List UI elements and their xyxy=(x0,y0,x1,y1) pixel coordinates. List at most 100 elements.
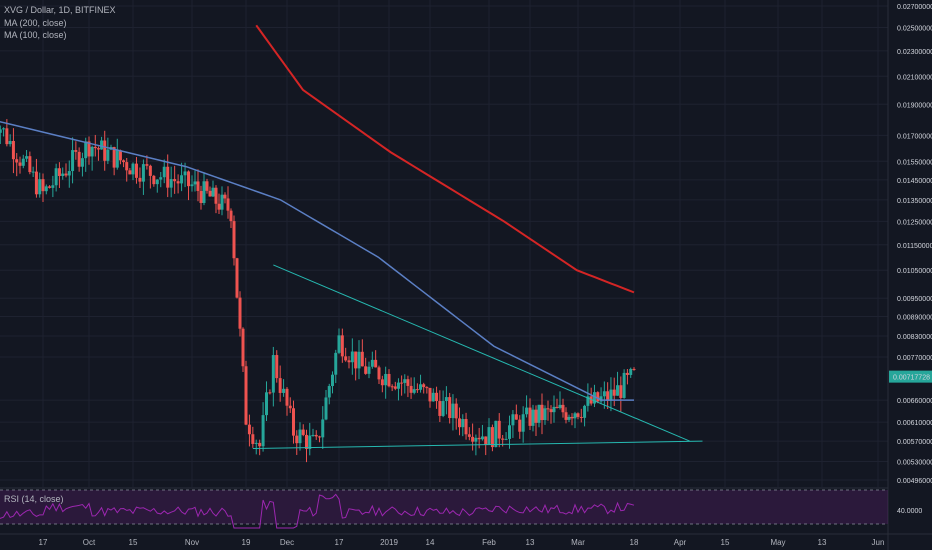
symbol-title[interactable]: XVG / Dollar, 1D, BITFINEX xyxy=(4,5,116,15)
candle xyxy=(80,152,84,177)
candle-body xyxy=(377,367,381,380)
candle xyxy=(258,439,262,456)
price-tick-label: 0.01350000 xyxy=(897,198,932,205)
time-tick-label: 15 xyxy=(721,538,730,547)
candle-body xyxy=(540,404,544,421)
ma100-legend[interactable]: MA (100, close) xyxy=(4,30,67,40)
current-price-badge xyxy=(889,370,932,383)
candle-body xyxy=(51,185,55,188)
candle xyxy=(441,390,445,418)
rsi-legend[interactable]: RSI (14, close) xyxy=(4,494,64,504)
candle xyxy=(367,361,371,379)
rsi-band xyxy=(0,490,888,524)
candle-body xyxy=(467,434,471,437)
candle-body xyxy=(602,391,606,397)
candle xyxy=(518,415,522,439)
candle xyxy=(265,381,268,421)
candle-body xyxy=(282,388,286,393)
candle xyxy=(103,130,107,171)
candle-body xyxy=(415,389,419,391)
candle xyxy=(15,153,19,177)
candle-body xyxy=(80,158,84,167)
candle xyxy=(211,180,215,197)
candle xyxy=(444,386,448,415)
candle-body xyxy=(576,413,580,417)
candle-body xyxy=(396,382,400,389)
candle-body xyxy=(2,128,6,130)
candle-body xyxy=(570,416,574,419)
candle-body xyxy=(549,409,553,413)
candle-body xyxy=(497,420,501,439)
candle-body xyxy=(77,151,81,167)
candle xyxy=(298,422,302,451)
candle-body xyxy=(625,372,629,375)
candle xyxy=(28,151,32,175)
candle xyxy=(8,134,12,147)
candle-body xyxy=(474,437,478,442)
candle xyxy=(521,406,525,443)
candle-body xyxy=(84,141,88,159)
candle-body xyxy=(125,162,129,171)
candle xyxy=(199,185,203,210)
candle-body xyxy=(238,297,242,329)
candle xyxy=(619,376,623,412)
candle xyxy=(337,328,341,355)
candle xyxy=(128,168,132,175)
candle-body xyxy=(38,179,42,195)
candle xyxy=(244,360,248,426)
candle xyxy=(579,408,583,423)
candle-body xyxy=(438,401,442,416)
candle-body xyxy=(235,258,239,298)
candle-body xyxy=(606,391,610,401)
candle-body xyxy=(31,171,35,173)
candle-body xyxy=(360,351,364,367)
candle-body xyxy=(74,150,78,152)
candle xyxy=(606,382,610,410)
candle xyxy=(34,158,38,198)
candle xyxy=(57,162,61,188)
candle xyxy=(552,395,556,423)
candle-body xyxy=(412,389,416,393)
candle xyxy=(159,171,163,188)
candle-body xyxy=(374,359,378,368)
candle xyxy=(21,154,25,169)
candle-body xyxy=(458,418,461,428)
candle-body xyxy=(490,427,494,448)
candle-body xyxy=(357,351,361,369)
candle xyxy=(223,192,227,204)
candle xyxy=(268,389,272,395)
candle-body xyxy=(521,414,525,432)
candle-body xyxy=(464,419,468,435)
candle xyxy=(74,141,78,160)
candle-body xyxy=(324,397,328,420)
candle-body xyxy=(173,179,177,182)
candle xyxy=(220,186,224,216)
candle-body xyxy=(305,434,308,449)
candle-body xyxy=(106,149,110,161)
candle xyxy=(196,169,200,202)
candle xyxy=(602,381,606,409)
ma200-legend[interactable]: MA (200, close) xyxy=(4,18,67,28)
candle xyxy=(596,391,600,404)
candle xyxy=(292,400,295,444)
candle-body xyxy=(196,181,200,191)
candle xyxy=(324,390,328,421)
candle xyxy=(409,377,413,399)
candle xyxy=(490,424,494,452)
candle xyxy=(380,375,384,393)
candle-body xyxy=(370,359,374,367)
candle xyxy=(84,137,88,172)
candle-body xyxy=(44,186,48,192)
candle-body xyxy=(599,396,603,402)
candle xyxy=(487,418,491,445)
candle-body xyxy=(347,360,351,363)
candle xyxy=(77,147,81,172)
candle xyxy=(285,386,289,416)
candle-body xyxy=(268,392,272,394)
candle xyxy=(609,377,613,412)
candle xyxy=(393,381,397,391)
candle xyxy=(471,423,475,451)
candle xyxy=(632,367,636,371)
candle-body xyxy=(25,156,29,159)
